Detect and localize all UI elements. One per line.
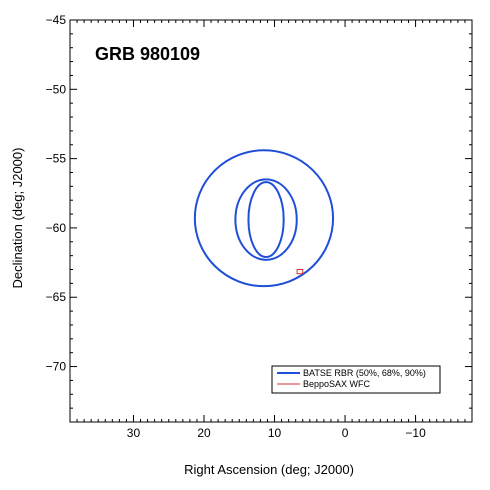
tick-labels: 30 20 10 0 −10 −45 −50 −55 −60 −65 −70	[46, 13, 426, 440]
legend-label-batse: BATSE RBR (50%, 68%, 90%)	[303, 368, 426, 378]
axis-ticks	[69, 19, 473, 423]
y-tick-label: −55	[46, 152, 67, 166]
x-tick-label: 10	[268, 426, 282, 440]
y-tick-label: −60	[46, 221, 67, 235]
series-layer	[193, 149, 335, 288]
x-tick-label: 20	[197, 426, 211, 440]
y-tick-label: −65	[46, 290, 67, 304]
legend-box	[271, 365, 441, 394]
x-tick-label: 30	[127, 426, 141, 440]
chart-title: GRB 980109	[95, 44, 200, 64]
x-tick-label: 0	[342, 426, 349, 440]
y-tick-label: −50	[46, 82, 67, 96]
legend-label-bepposax: BeppoSAX WFC	[303, 379, 371, 389]
bepposax-error-box	[296, 269, 304, 275]
legend: BATSE RBR (50%, 68%, 90%) BeppoSAX WFC	[271, 365, 441, 394]
batse-contour	[247, 181, 285, 259]
plot-frame	[69, 19, 473, 423]
y-tick-label: −45	[46, 13, 67, 27]
x-tick-label: −10	[405, 426, 426, 440]
x-axis-label: Right Ascension (deg; J2000)	[184, 462, 354, 477]
batse-contour	[234, 178, 298, 261]
y-tick-label: −70	[46, 360, 67, 374]
batse-contour	[193, 149, 335, 288]
y-axis-label: Declination (deg; J2000)	[10, 148, 25, 289]
